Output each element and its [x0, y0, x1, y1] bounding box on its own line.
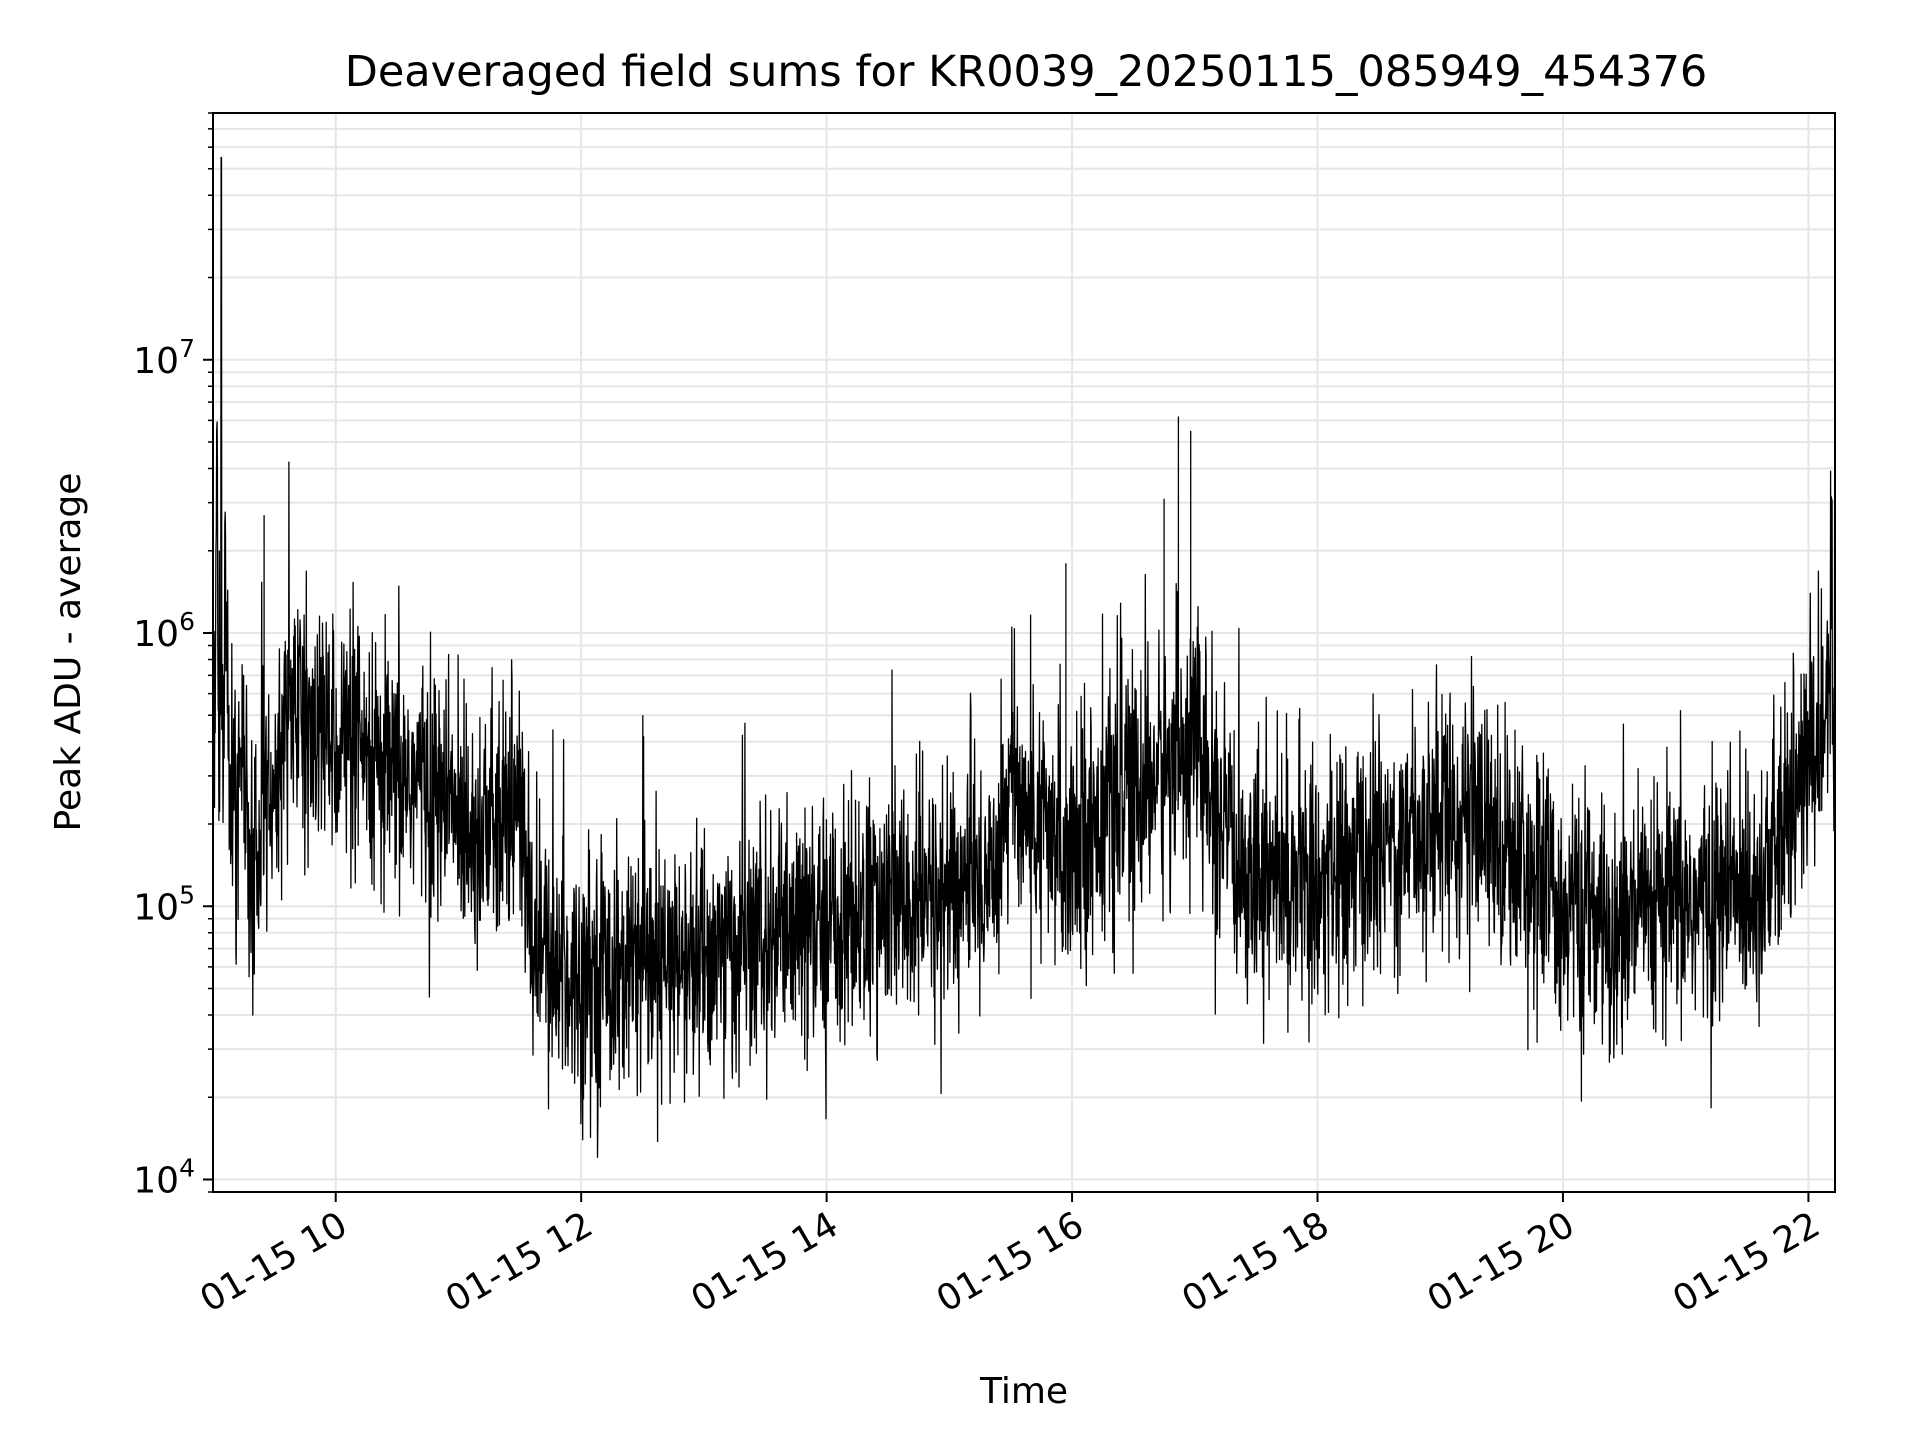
y-tick-label: 106: [133, 607, 195, 655]
x-axis-label: Time: [979, 1371, 1068, 1412]
data-line: [212, 156, 1836, 1159]
chart-title: Deaveraged field sums for KR0039_2025011…: [345, 47, 1708, 97]
data-series: [212, 156, 1836, 1159]
y-axis: 104 105 106 107: [133, 112, 213, 1201]
plot-frame: [212, 112, 1836, 1193]
y-tick-label: 107: [133, 334, 195, 382]
y-tick-label: 105: [133, 880, 195, 928]
y-tick-label: 104: [133, 1153, 195, 1201]
y-axis-label: Peak ADU - average: [48, 473, 89, 832]
